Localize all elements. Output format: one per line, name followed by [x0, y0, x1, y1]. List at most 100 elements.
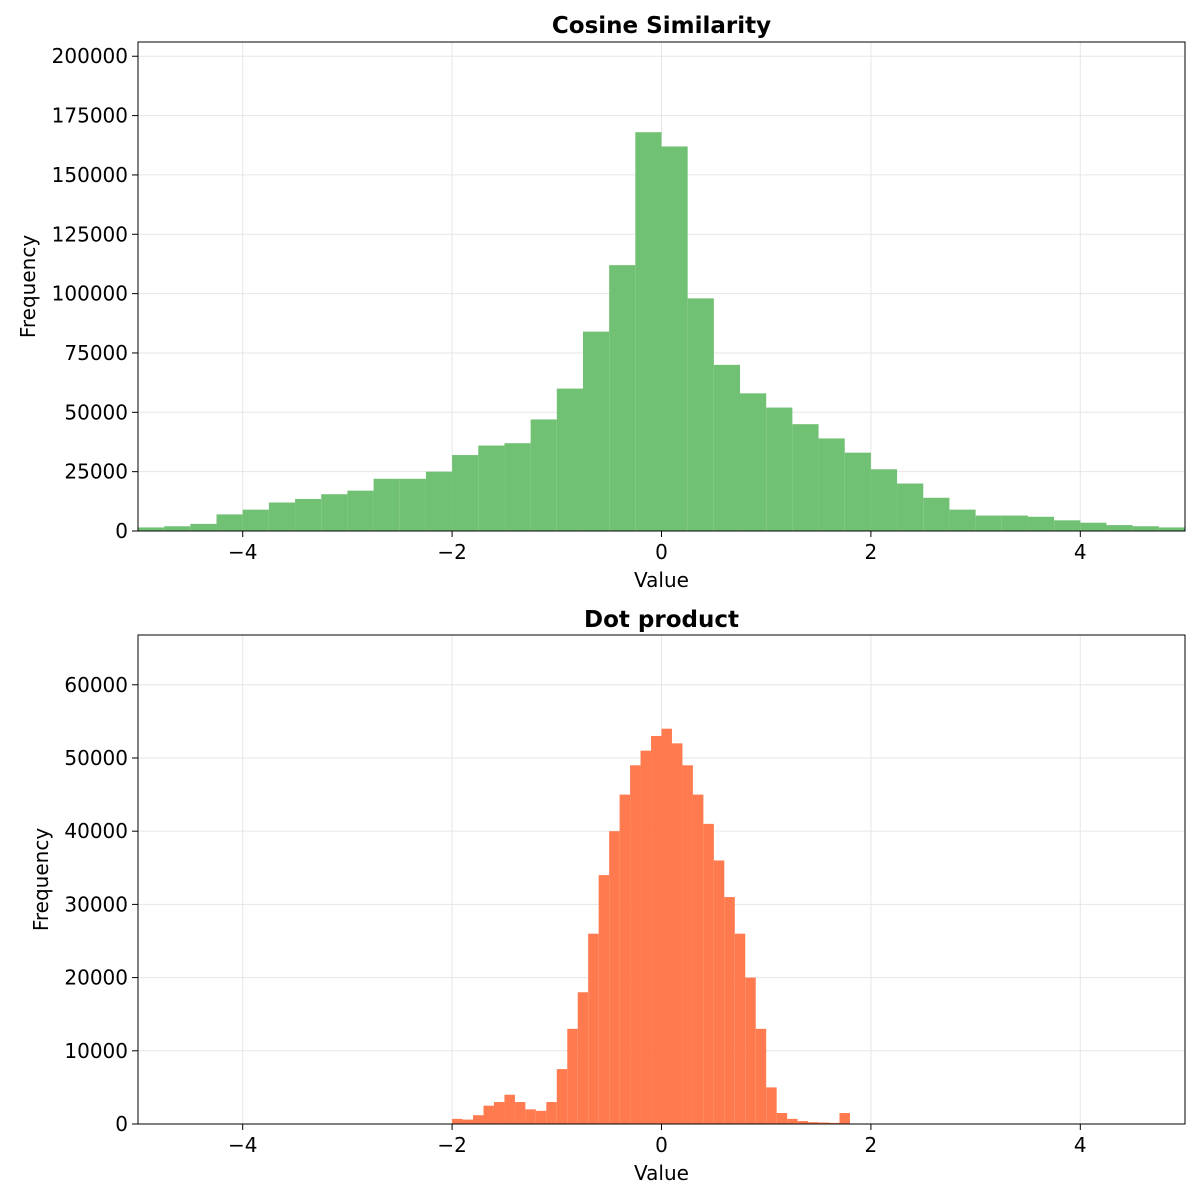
histogram-bar: [897, 483, 924, 531]
histogram-bar: [661, 728, 672, 1124]
histogram-bar: [745, 977, 756, 1124]
histogram-bar: [1080, 522, 1107, 531]
y-tick-label: 125000: [52, 222, 128, 246]
histogram-bar: [640, 750, 652, 1124]
histogram-bar: [1132, 526, 1159, 531]
chart-title: Dot product: [584, 607, 739, 633]
x-tick-label: 4: [1074, 1133, 1087, 1157]
histogram-bar: [687, 298, 714, 531]
x-tick-label: 2: [865, 1133, 878, 1157]
histogram-bar: [452, 455, 479, 531]
histogram-bar: [138, 527, 165, 531]
y-tick-label: 50000: [64, 400, 128, 424]
histogram-bar: [530, 419, 557, 531]
histogram-bar: [504, 443, 531, 531]
histogram-bar: [671, 743, 683, 1124]
histogram-bar: [556, 388, 583, 531]
y-tick-label: 150000: [52, 163, 128, 187]
histogram-bar: [818, 1122, 830, 1124]
histogram-bar: [525, 1109, 536, 1124]
histogram-bar: [692, 794, 704, 1124]
histogram-bar: [829, 1122, 840, 1124]
histogram-bar: [755, 1028, 767, 1124]
histogram-bar: [766, 1087, 777, 1124]
y-tick-label: 25000: [64, 460, 128, 484]
x-axis-label: Value: [634, 1161, 689, 1185]
histogram-bar: [164, 526, 191, 531]
histogram-bar: [923, 497, 950, 531]
y-axis-label: Frequency: [16, 235, 40, 338]
histogram-bar: [478, 445, 505, 531]
histogram-bar: [808, 1122, 819, 1124]
histogram-bar: [483, 1105, 494, 1124]
histogram-bar: [514, 1102, 526, 1124]
histogram-bar: [1054, 520, 1081, 531]
histogram-bar: [1106, 525, 1133, 531]
histogram-bar: [682, 765, 693, 1124]
histogram-bar: [949, 509, 976, 531]
histogram-bar: [462, 1119, 474, 1124]
histogram-bar: [598, 875, 610, 1124]
histogram-bar: [630, 765, 641, 1124]
histogram-bar: [635, 132, 662, 531]
histogram-bar: [399, 478, 426, 531]
histogram-bar: [546, 1102, 557, 1124]
histogram-bar: [190, 523, 217, 531]
histogram-bar: [242, 509, 269, 531]
x-axis-label: Value: [634, 568, 689, 592]
histogram-bar: [661, 146, 688, 532]
histogram-bar: [609, 265, 636, 531]
chart-panel-2: −4 −2 0 2 4 0 10000 20000 30000 40000 50000 60000 Do…: [29, 607, 1186, 1185]
histogram-bar: [740, 393, 767, 531]
histogram-bar: [609, 831, 620, 1124]
histogram-bar: [792, 424, 819, 531]
histogram-bar: [295, 498, 322, 531]
y-tick-label: 0: [115, 1112, 128, 1136]
x-tick-label: −2: [437, 540, 466, 564]
histogram-bar: [975, 515, 1002, 531]
histogram-bar: [216, 514, 243, 531]
x-tick-label: 0: [655, 540, 668, 564]
y-axis-label: Frequency: [29, 828, 53, 931]
x-tick-label: 4: [1074, 540, 1087, 564]
x-tick-label: −4: [228, 1133, 257, 1157]
y-tick-label: 75000: [64, 341, 128, 365]
histogram-bar: [734, 933, 746, 1124]
histogram-bar: [776, 1113, 788, 1124]
y-tick-label: 100000: [52, 282, 128, 306]
y-tick-label: 200000: [52, 44, 128, 68]
histogram-bar: [844, 452, 871, 531]
histogram-bar: [493, 1102, 505, 1124]
histogram-bar: [425, 471, 453, 531]
y-tick-label: 175000: [52, 104, 128, 128]
x-tick-label: 0: [655, 1133, 668, 1157]
histogram-bar: [268, 502, 296, 531]
histogram-bar: [567, 1028, 578, 1124]
x-tick-label: −4: [228, 540, 257, 564]
histogram-bar: [577, 992, 589, 1124]
histogram-bar: [703, 823, 714, 1124]
histogram-bar: [347, 490, 374, 531]
histogram-bar: [452, 1118, 463, 1124]
y-tick-label: 20000: [64, 966, 128, 990]
x-tick-label: 2: [865, 540, 878, 564]
y-tick-label: 60000: [64, 673, 128, 697]
histogram-bar: [787, 1118, 798, 1124]
histogram-bar: [588, 933, 599, 1124]
histogram-bar: [1001, 515, 1028, 531]
histogram-bar: [724, 897, 735, 1124]
histogram-bar: [504, 1094, 515, 1124]
histogram-bar: [535, 1110, 547, 1124]
histogram-bar: [797, 1121, 809, 1124]
histogram-bar: [713, 860, 725, 1124]
y-tick-label: 40000: [64, 819, 128, 843]
chart-title: Cosine Similarity: [552, 13, 771, 39]
y-tick-label: 50000: [64, 746, 128, 770]
histogram-bar: [556, 1069, 568, 1124]
chart-panel-1: −4 −2 0 2 4 0 25000 50000 75000 100000 125000 15000…: [16, 13, 1186, 592]
histogram-bar: [619, 794, 631, 1124]
histogram-bar: [473, 1115, 484, 1124]
histogram-bar: [321, 494, 348, 531]
y-tick-label: 10000: [64, 1039, 128, 1063]
